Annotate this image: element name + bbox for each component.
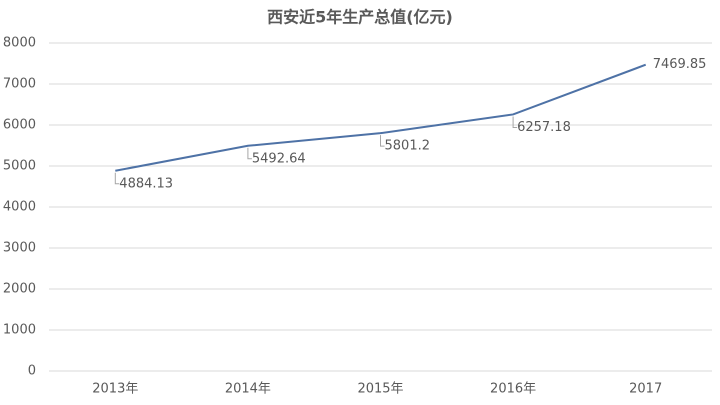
y-tick-label: 1000 <box>3 323 36 338</box>
label-leader <box>247 147 252 160</box>
x-tick-label: 2017 <box>629 382 662 397</box>
y-tick-label: 0 <box>28 364 36 379</box>
data-label: 4884.13 <box>119 176 173 191</box>
y-tick-label: 6000 <box>3 118 36 133</box>
y-tick-label: 4000 <box>3 200 36 215</box>
y-tick-label: 7000 <box>3 77 36 92</box>
x-tick-label: 2014年 <box>225 382 271 397</box>
data-line <box>115 63 647 172</box>
data-label: 5801.2 <box>385 139 431 154</box>
x-tick-label: 2016年 <box>490 382 536 397</box>
chart-title: 西安近5年生产总值(亿元) <box>267 8 453 27</box>
x-tick-label: 2013年 <box>92 382 138 397</box>
label-leader <box>380 135 385 147</box>
y-tick-label: 3000 <box>3 241 36 256</box>
data-label: 6257.18 <box>517 120 571 135</box>
data-label: 5492.64 <box>252 151 306 166</box>
x-tick-label: 2015年 <box>357 382 403 397</box>
y-tick-label: 2000 <box>3 282 36 297</box>
y-tick-label: 8000 <box>3 36 36 51</box>
label-leader <box>512 116 518 128</box>
label-leader <box>114 172 120 185</box>
data-label: 7469.85 <box>653 57 707 72</box>
y-tick-label: 5000 <box>3 159 36 174</box>
